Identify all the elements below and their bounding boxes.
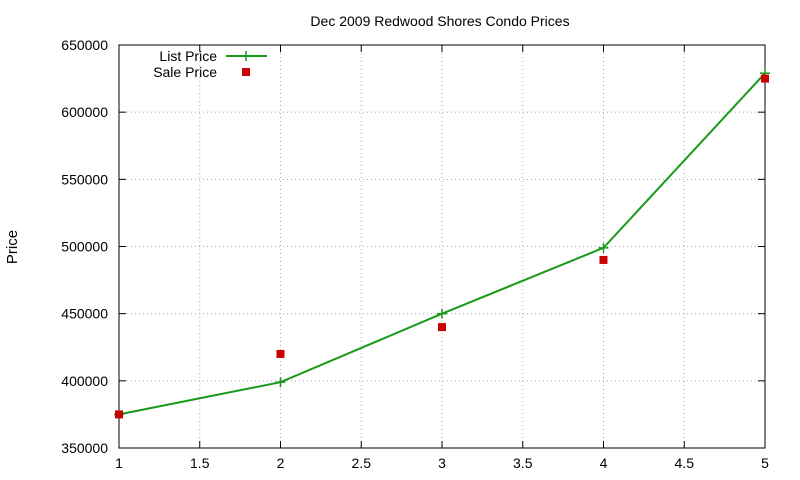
y-tick-label: 500000: [61, 239, 108, 255]
x-tick-label: 2: [277, 455, 285, 471]
legend-label-sale-price: Sale Price: [153, 64, 217, 80]
grid: [119, 45, 765, 448]
sale-price-point: [115, 410, 123, 419]
y-tick-label: 400000: [61, 373, 108, 389]
sale-price-point: [761, 74, 769, 83]
chart-title: Dec 2009 Redwood Shores Condo Prices: [310, 13, 569, 29]
x-tick-label: 5: [761, 455, 769, 471]
y-tick-label: 450000: [61, 306, 108, 322]
x-tick-label: 3.5: [513, 455, 533, 471]
y-axis-label: Price: [4, 230, 21, 264]
x-tick-label: 4: [600, 455, 608, 471]
legend-label-list-price: List Price: [159, 48, 217, 64]
list-price-line: [118, 72, 766, 416]
x-tick-label: 4.5: [675, 455, 695, 471]
sale-price-point: [276, 349, 285, 358]
list-price-point: [275, 377, 286, 388]
list-price-point: [437, 308, 447, 319]
y-tick-label: 550000: [61, 171, 108, 187]
axis-ticks: 1 1.5 2 2.5 3 3.5 4 4.5 5 350000 400000 450000 50000…: [61, 37, 769, 471]
x-tick-label: 3: [438, 455, 446, 471]
sale-price-point: [438, 323, 446, 332]
x-tick-label: 2.5: [352, 455, 372, 471]
list-price-point: [598, 242, 609, 253]
x-tick-label: 1: [115, 455, 123, 471]
series-layer: [114, 68, 770, 420]
x-tick-label: 1.5: [190, 455, 210, 471]
legend-marker-sale-price: [242, 68, 250, 76]
legend-marker-list-price: [241, 51, 251, 61]
y-tick-label: 600000: [61, 104, 108, 120]
y-tick-label: 350000: [61, 440, 108, 456]
y-tick-label: 650000: [61, 37, 108, 53]
sale-price-point: [599, 255, 608, 264]
